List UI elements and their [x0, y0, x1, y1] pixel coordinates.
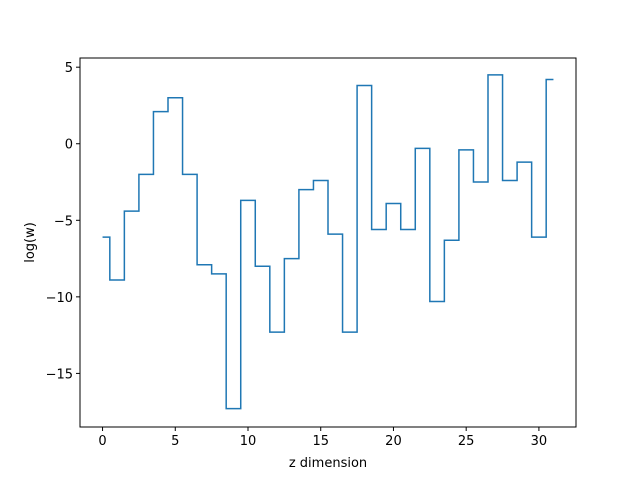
x-tick-label: 5 — [171, 434, 179, 449]
x-axis-ticks: 0 5 10 15 20 25 30 — [98, 427, 547, 449]
y-tick-label: 0 — [65, 138, 73, 153]
series-line-0 — [102, 74, 554, 410]
y-axis-label: log(w) — [23, 222, 38, 263]
x-axis-label: z dimension — [289, 456, 367, 471]
plot-layer — [102, 74, 554, 410]
x-tick-label: 15 — [312, 434, 329, 449]
y-axis-ticks: 5 0 −5 −10 −15 — [46, 61, 80, 382]
y-tick-label: 5 — [65, 61, 73, 76]
y-tick-label: −5 — [54, 214, 73, 229]
y-tick-label: −15 — [46, 367, 73, 382]
x-tick-label: 0 — [98, 434, 106, 449]
y-tick-label: −10 — [46, 291, 73, 306]
x-tick-label: 25 — [458, 434, 475, 449]
plot-frame — [79, 57, 577, 428]
x-tick-label: 20 — [385, 434, 402, 449]
x-tick-label: 10 — [240, 434, 257, 449]
x-tick-label: 30 — [531, 434, 548, 449]
